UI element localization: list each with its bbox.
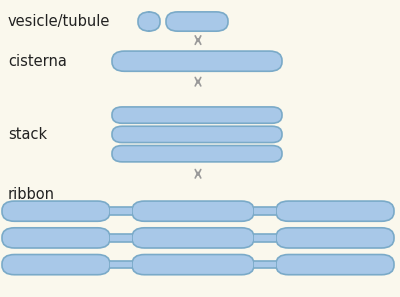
FancyBboxPatch shape [2,228,110,248]
FancyBboxPatch shape [112,146,282,162]
Bar [254,207,276,215]
Text: ribbon: ribbon [8,187,55,202]
Text: vesicle/tubule: vesicle/tubule [8,14,110,29]
FancyBboxPatch shape [112,107,282,123]
Bar [110,207,132,215]
FancyBboxPatch shape [166,12,228,31]
FancyBboxPatch shape [112,126,282,143]
Bar [254,261,276,268]
FancyBboxPatch shape [276,228,394,248]
FancyBboxPatch shape [2,255,110,275]
Text: cisterna: cisterna [8,54,67,69]
FancyBboxPatch shape [132,228,254,248]
FancyBboxPatch shape [132,255,254,275]
FancyBboxPatch shape [2,201,110,221]
FancyBboxPatch shape [112,51,282,71]
FancyBboxPatch shape [132,201,254,221]
Bar [254,234,276,242]
FancyBboxPatch shape [276,255,394,275]
Bar [110,234,132,242]
FancyBboxPatch shape [138,12,160,31]
Bar [110,261,132,268]
Text: stack: stack [8,127,47,142]
FancyBboxPatch shape [276,201,394,221]
